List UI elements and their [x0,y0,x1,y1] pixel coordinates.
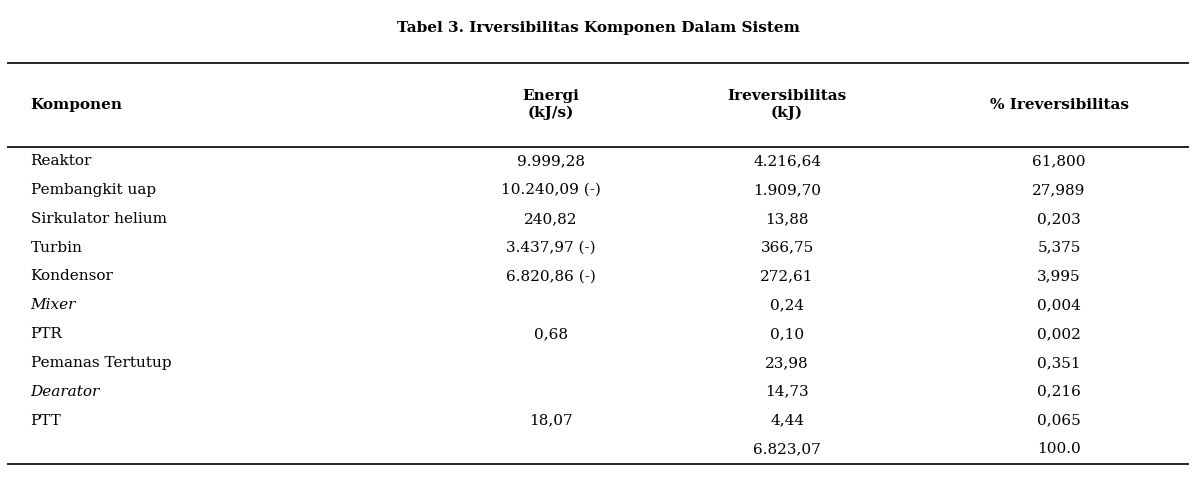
Text: 9.999,28: 9.999,28 [517,154,585,168]
Text: 61,800: 61,800 [1032,154,1086,168]
Text: 23,98: 23,98 [765,356,808,370]
Text: Mixer: Mixer [31,298,77,312]
Text: 0,68: 0,68 [533,327,568,341]
Text: Pemanas Tertutup: Pemanas Tertutup [31,356,171,370]
Text: 4,44: 4,44 [770,413,804,428]
Text: 240,82: 240,82 [524,212,578,226]
Text: Turbin: Turbin [31,240,83,254]
Text: Dearator: Dearator [31,384,99,399]
Text: 14,73: 14,73 [765,384,808,399]
Text: 0,065: 0,065 [1037,413,1081,428]
Text: 13,88: 13,88 [765,212,808,226]
Text: Komponen: Komponen [31,98,122,112]
Text: Sirkulator helium: Sirkulator helium [31,212,166,226]
Text: 0,004: 0,004 [1037,298,1081,312]
Text: 27,989: 27,989 [1032,183,1086,197]
Text: PTR: PTR [31,327,62,341]
Text: Pembangkit uap: Pembangkit uap [31,183,155,197]
Text: 10.240,09 (-): 10.240,09 (-) [501,183,600,197]
Text: 0,216: 0,216 [1037,384,1081,399]
Text: % Ireversibilitas: % Ireversibilitas [989,98,1129,112]
Text: Reaktor: Reaktor [31,154,92,168]
Text: 1.909,70: 1.909,70 [753,183,822,197]
Text: 0,351: 0,351 [1037,356,1081,370]
Text: 0,10: 0,10 [770,327,804,341]
Text: 6.820,86 (-): 6.820,86 (-) [506,269,596,284]
Text: 100.0: 100.0 [1037,443,1081,456]
Text: 6.823,07: 6.823,07 [753,443,820,456]
Text: Energi
(kJ/s): Energi (kJ/s) [523,89,579,120]
Text: Ireversibilitas
(kJ): Ireversibilitas (kJ) [727,89,847,120]
Text: 4.216,64: 4.216,64 [753,154,822,168]
Text: 366,75: 366,75 [761,240,813,254]
Text: Kondensor: Kondensor [31,269,114,284]
Text: 18,07: 18,07 [529,413,573,428]
Text: PTT: PTT [31,413,61,428]
Text: 0,24: 0,24 [770,298,804,312]
Text: 3,995: 3,995 [1037,269,1081,284]
Text: 272,61: 272,61 [761,269,814,284]
Text: Tabel 3. Irversibilitas Komponen Dalam Sistem: Tabel 3. Irversibilitas Komponen Dalam S… [397,21,799,35]
Text: 3.437,97 (-): 3.437,97 (-) [506,240,596,254]
Text: 0,002: 0,002 [1037,327,1081,341]
Text: 0,203: 0,203 [1037,212,1081,226]
Text: 5,375: 5,375 [1037,240,1081,254]
